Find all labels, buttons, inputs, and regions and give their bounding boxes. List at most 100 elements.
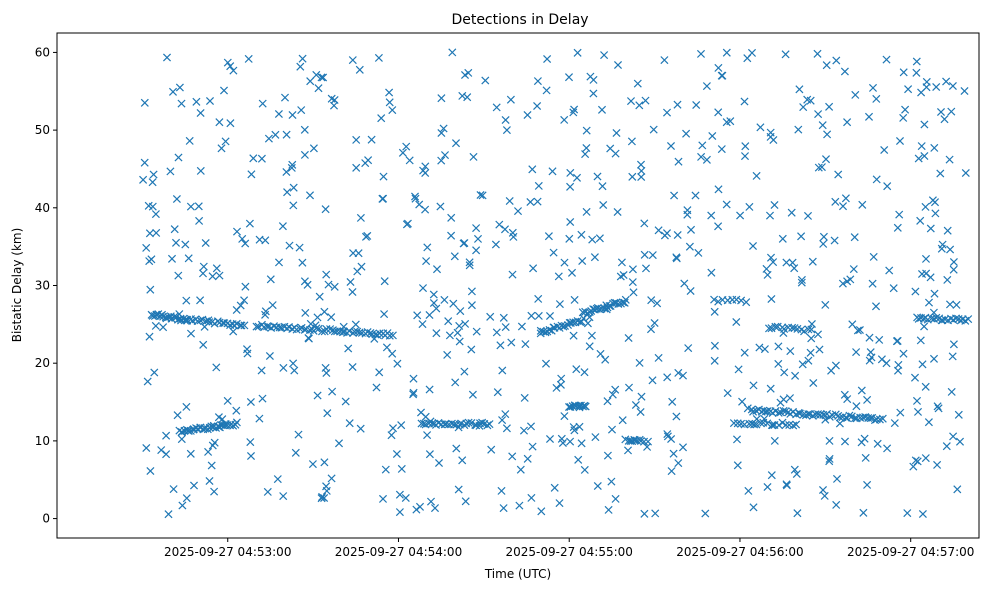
data-point [363,231,372,240]
data-point [258,394,267,403]
data-point [320,307,329,316]
data-point [261,236,270,245]
data-point [444,317,453,326]
data-point [770,200,779,210]
data-point [515,501,524,510]
data-point [570,426,579,435]
data-point [899,113,908,122]
data-point [502,126,511,135]
data-point [352,135,361,144]
data-point [501,323,510,332]
data-point [268,301,277,310]
data-point [740,97,749,106]
data-point [861,453,870,462]
data-point [774,421,784,430]
data-point [890,419,899,428]
data-point [455,337,464,346]
data-point [604,505,613,514]
data-point [744,486,753,495]
data-point [215,271,224,280]
data-point [375,368,384,377]
data-point [334,439,344,448]
data-point [410,192,420,201]
data-point [803,211,813,220]
data-point [526,197,535,207]
data-point [865,333,874,342]
data-point [822,61,831,70]
data-point [263,487,272,496]
data-point [142,243,151,252]
data-point [219,86,229,95]
data-point [577,230,586,239]
data-point [612,128,621,138]
data-point [143,377,152,386]
data-point [779,406,788,415]
data-point [447,231,456,240]
data-point [322,368,331,378]
data-point [820,491,829,500]
data-point [954,410,963,419]
data-point [282,167,291,177]
data-point [486,312,495,321]
data-point [575,422,584,431]
data-point [674,459,683,468]
data-point [300,125,309,134]
data-point [199,340,208,349]
data-point [521,340,530,349]
data-point [520,393,529,402]
data-point [318,492,327,501]
data-point [807,334,816,343]
data-point [948,352,957,361]
data-point [498,366,507,375]
data-point [825,457,834,466]
data-point [920,322,929,331]
data-point [920,120,929,129]
data-point [678,371,688,380]
data-point [660,56,669,65]
data-point [192,97,201,106]
data-point [478,418,487,427]
data-point [257,154,266,163]
data-point [696,49,706,58]
data-point [624,383,634,392]
data-point [892,337,901,346]
data-point [567,268,577,277]
data-point [526,422,536,431]
data-point [682,129,691,138]
data-point [208,272,217,281]
data-point [306,77,315,86]
data-point [931,209,940,218]
data-point [943,226,952,235]
data-point [930,289,939,298]
data-point [943,275,952,284]
data-point [448,48,457,57]
data-point [195,216,204,225]
data-point [196,108,205,118]
data-point [582,126,591,135]
data-point [621,295,630,304]
data-point [646,325,656,334]
data-point [322,270,331,279]
data-point [320,458,329,467]
data-point [565,234,574,243]
data-point [545,311,555,321]
data-point [745,419,754,428]
data-point [379,172,388,181]
data-point [345,419,354,428]
data-point [542,86,551,95]
data-point [393,359,402,368]
data-point [814,110,823,119]
data-point [280,93,290,102]
data-point [883,182,892,191]
data-point [142,443,151,453]
data-point [734,365,743,374]
data-point [781,50,790,59]
data-point [460,70,470,80]
data-point [880,145,889,155]
data-point [468,390,477,399]
data-point [885,266,894,275]
data-point [940,115,949,124]
data-point [832,56,841,65]
data-point [899,349,908,358]
data-point [502,424,511,433]
